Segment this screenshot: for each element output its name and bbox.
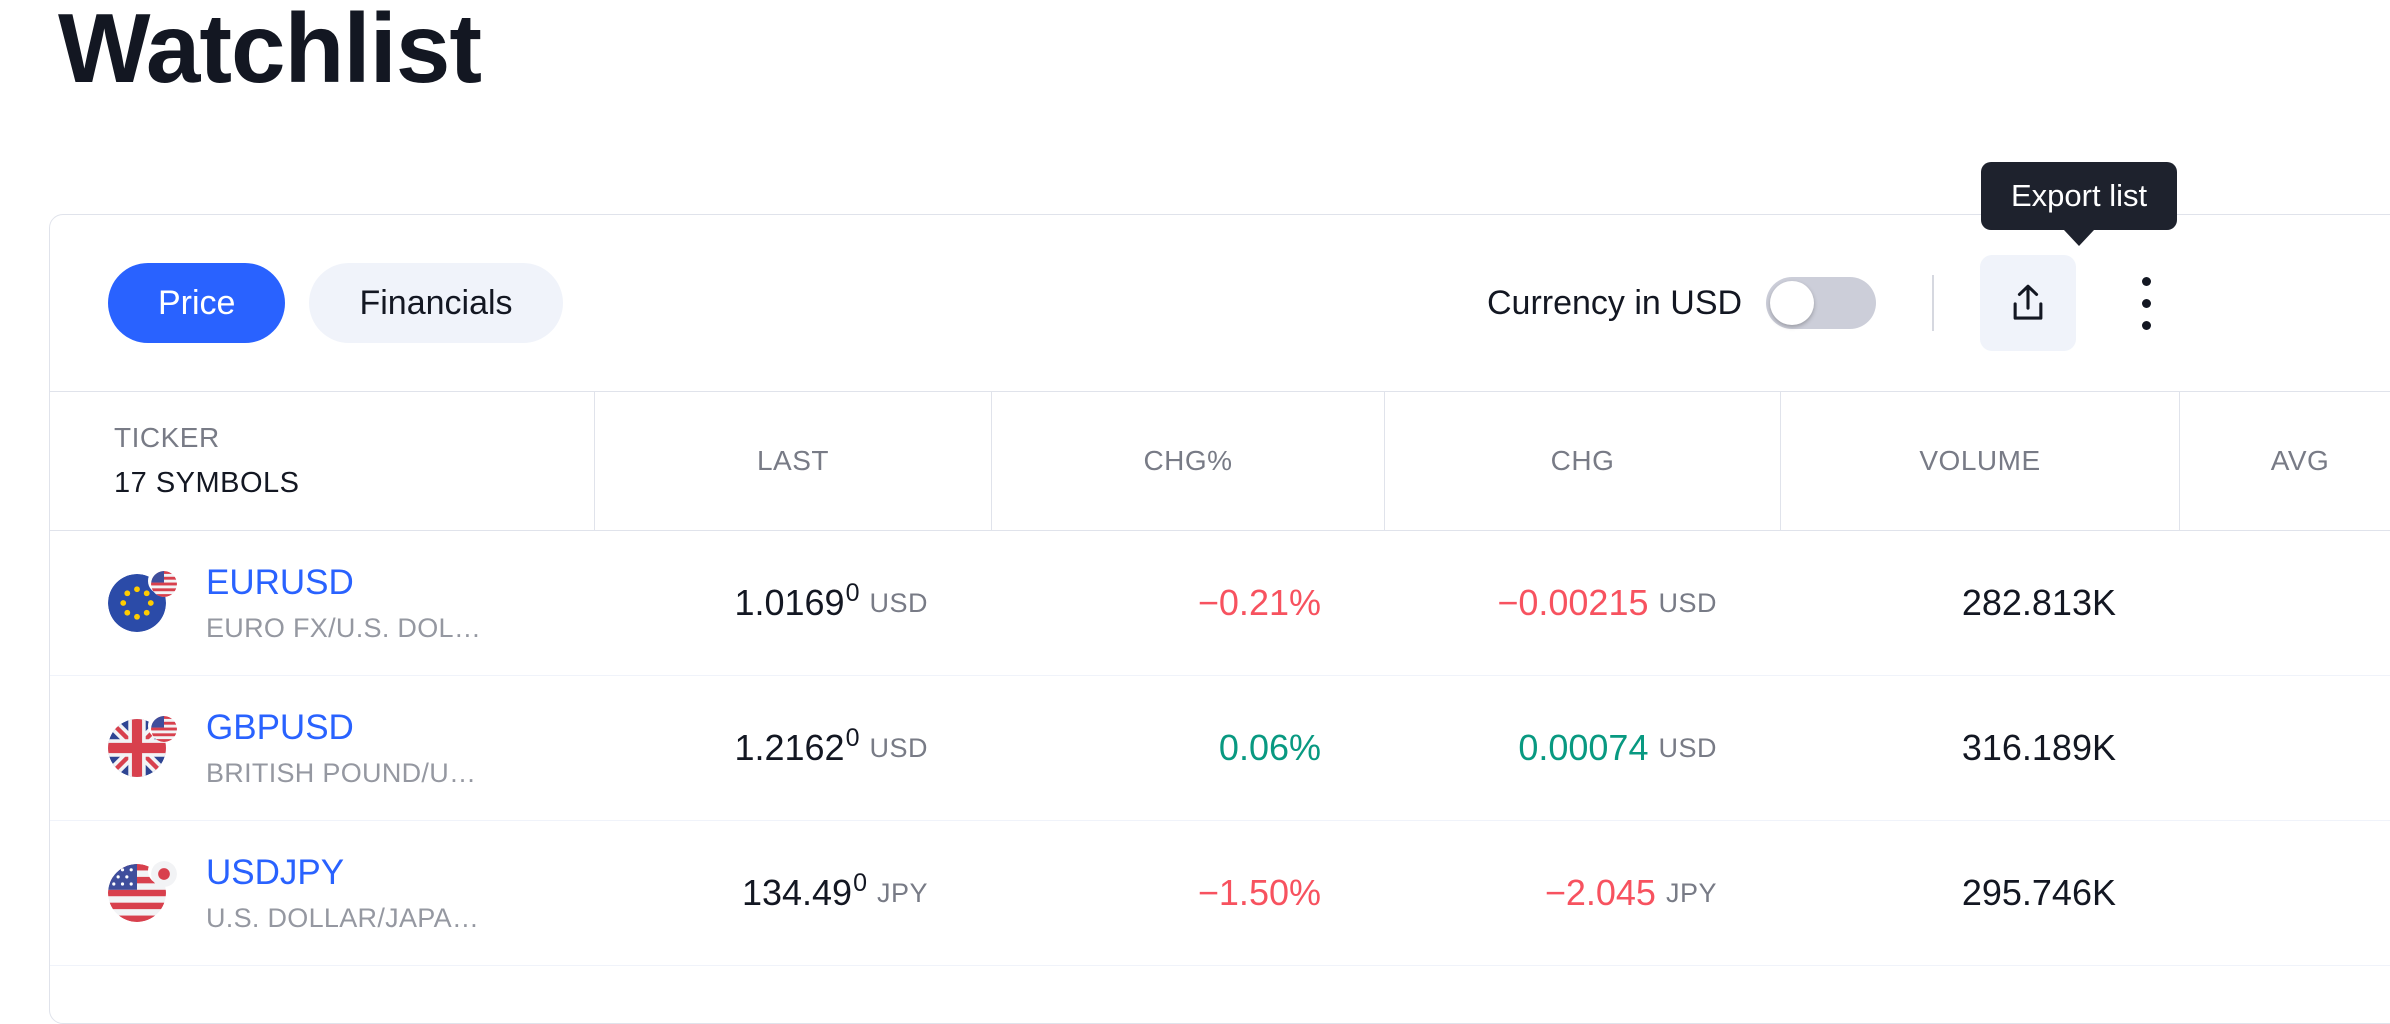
volume-cell: 316.189K [1781,676,2180,820]
currency-toggle-label: Currency in USD [1487,283,1743,322]
us-flag-icon [148,568,177,597]
change-currency: USD [1658,732,1717,763]
last-price: 1.2162 [734,727,845,768]
table-row[interactable]: USDJPY U.S. DOLLAR/JAPA… 134.49 0 JPY −1.5… [50,821,2390,966]
volume-value: 316.189K [1961,727,2116,768]
us-flag-icon [148,713,177,742]
change-value: −0.00215 [1497,582,1649,623]
change-value: 0.00074 [1518,727,1649,768]
toolbar-right-group: Currency in USD [1487,215,2194,391]
change-percent: −1.50% [1197,872,1321,913]
export-tooltip: Export list [1981,162,2178,246]
change-percent: −0.21% [1197,582,1321,623]
ticker-description: BRITISH POUND/U… [206,757,477,788]
symbols-count: 17 SYMBOLS [114,467,300,499]
tab-financials[interactable]: Financials [309,263,563,343]
ticker-link[interactable]: EURUSD [206,562,354,602]
last-price-currency: USD [869,732,928,763]
ticker-header-label: TICKER [114,422,220,453]
more-menu-button[interactable] [2098,255,2194,351]
col-header-ticker[interactable]: TICKER 17 SYMBOLS [50,392,595,530]
us-flag-icon [108,864,166,922]
ticker-link[interactable]: USDJPY [206,852,345,892]
ticker-description: U.S. DOLLAR/JAPA… [206,902,480,933]
currency-pair-flag [108,858,177,922]
page-title: Watchlist [58,0,482,103]
export-icon [2013,284,2043,320]
tooltip-arrow [2064,230,2095,246]
col-header-last[interactable]: LAST [595,392,992,530]
table-header-row: TICKER 17 SYMBOLS LAST CHG% CHG VOLUME A… [50,391,2390,531]
avg-cell [2180,676,2390,820]
change-cell: −0.00215 USD [1385,531,1781,675]
last-price: 134.49 [741,872,853,913]
change-percent-cell: −1.50% [992,821,1385,965]
change-value: −2.045 [1544,872,1656,913]
jp-flag-icon [148,858,177,887]
col-header-chg[interactable]: CHG [1385,392,1781,530]
table-row[interactable]: EURUSD EURO FX/U.S. DOL… 1.0169 0 USD −0.2… [50,531,2390,676]
avg-cell [2180,531,2390,675]
volume-cell: 295.746K [1781,821,2180,965]
volume-value: 282.813K [1961,582,2116,623]
last-price-cell: 1.2162 0 USD [595,676,992,820]
change-percent: 0.06% [1218,727,1321,768]
avg-cell [2180,821,2390,965]
watchlist-toolbar: Price Financials Currency in USD [50,215,2390,391]
last-price-fraction: 0 [853,868,867,897]
col-header-volume[interactable]: VOLUME [1781,392,2180,530]
col-header-avg[interactable]: AVG [2270,445,2330,476]
watchlist-panel: Price Financials Currency in USD [49,214,2390,1024]
volume-cell: 282.813K [1781,531,2180,675]
last-price-cell: 1.0169 0 USD [595,531,992,675]
col-header-chg-pct[interactable]: CHG% [992,392,1385,530]
volume-value: 295.746K [1961,872,2116,913]
change-percent-cell: 0.06% [992,676,1385,820]
last-price-fraction: 0 [845,578,860,607]
toolbar-divider [1932,275,1935,331]
last-price-currency: JPY [876,877,928,908]
currency-toggle-switch[interactable] [1766,277,1877,329]
change-cell: −2.045 JPY [1385,821,1781,965]
tab-price[interactable]: Price [108,263,286,343]
table-row[interactable]: GBPUSD BRITISH POUND/U… 1.2162 0 USD 0.06%… [50,676,2390,821]
last-price-currency: USD [869,587,928,618]
ticker-link[interactable]: GBPUSD [206,707,354,747]
export-list-button[interactable] [1980,255,2077,351]
change-cell: 0.00074 USD [1385,676,1781,820]
currency-pair-flag [108,568,177,632]
last-price-cell: 134.49 0 JPY [595,821,992,965]
last-price-fraction: 0 [845,723,860,752]
export-tooltip-label: Export list [2011,178,2148,213]
view-tabs: Price Financials [108,263,563,343]
change-currency: USD [1658,587,1717,618]
toggle-knob [1770,281,1815,325]
ticker-description: EURO FX/U.S. DOL… [206,612,482,643]
kebab-menu-icon [2141,276,2151,286]
currency-pair-flag [108,713,177,777]
change-currency: JPY [1665,877,1717,908]
change-percent-cell: −0.21% [992,531,1385,675]
last-price: 1.0169 [734,582,845,623]
